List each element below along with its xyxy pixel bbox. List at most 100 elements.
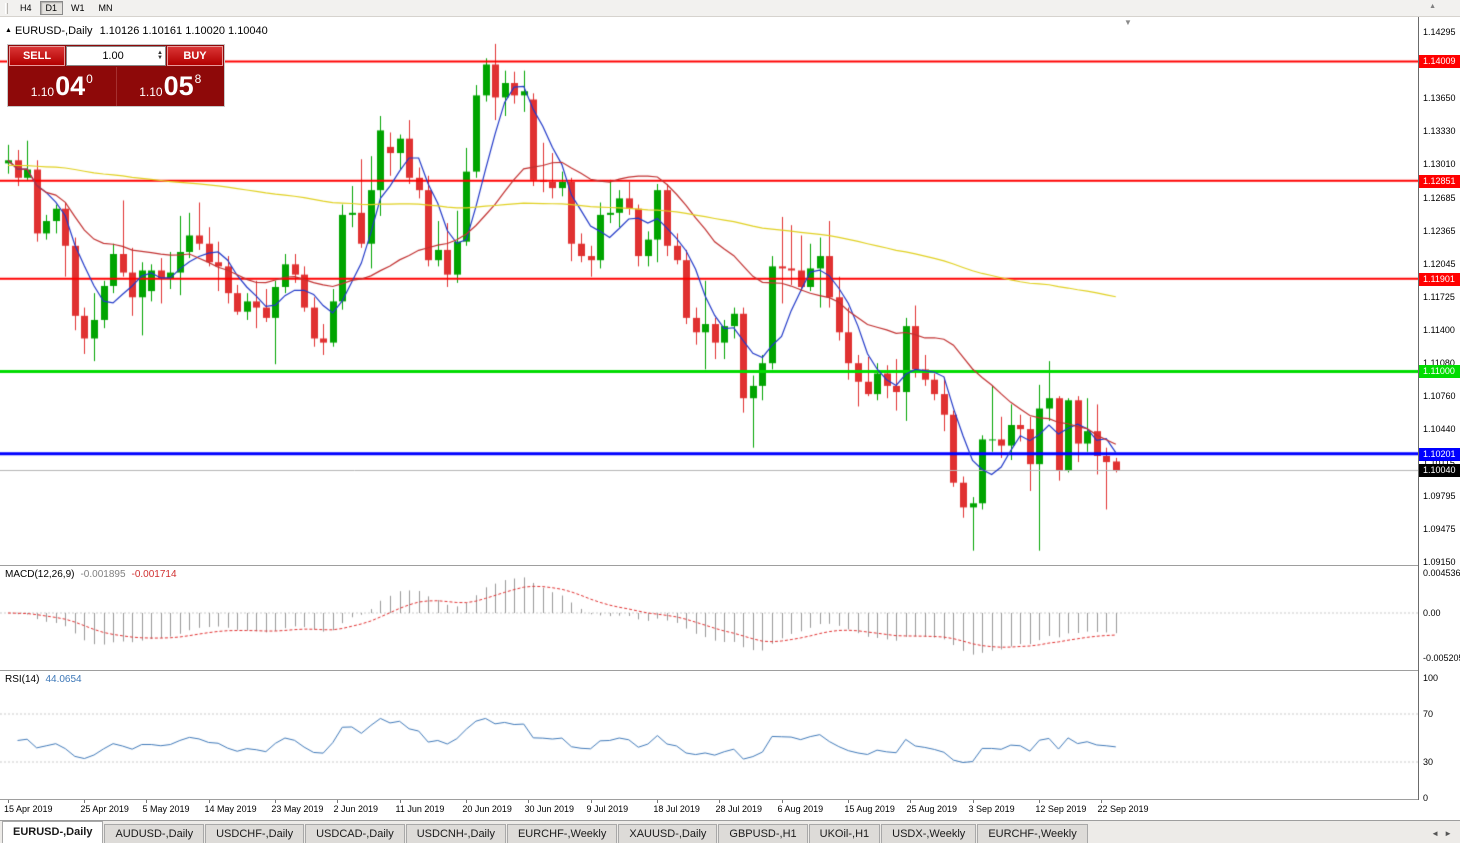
timeframe-button-h4[interactable]: H4	[14, 1, 38, 15]
price-scale-tick: 1.10760	[1423, 391, 1456, 402]
chart-tab-usdcnh-daily[interactable]: USDCNH-,Daily	[405, 824, 506, 843]
date-axis[interactable]: 15 Apr 2019 25 Apr 2019 5 May 2019 14 May 2…	[0, 800, 1418, 820]
toolbar-scroll-up-icon[interactable]: ▲	[1429, 3, 1436, 10]
hline-price-tag: 1.11000	[1419, 365, 1460, 379]
timeframe-button-mn[interactable]: MN	[93, 1, 119, 15]
date-axis-label: 15 Apr 2019	[4, 804, 53, 814]
date-axis-label: 30 Jun 2019	[524, 804, 575, 814]
price-scale-tick: 1.13330	[1423, 126, 1456, 137]
macd-scale-tick: 0.004536	[1423, 568, 1460, 579]
bid-price-display[interactable]: 1.10 04 0	[8, 67, 116, 106]
toolbar-grip	[5, 2, 8, 14]
date-axis-tick	[910, 800, 911, 803]
price-scale-tick: 1.10440	[1423, 424, 1456, 435]
chart-tab-eurchf-weekly[interactable]: EURCHF-,Weekly	[506, 824, 618, 843]
price-scale-tick: 1.13010	[1423, 159, 1456, 170]
date-axis-tick	[400, 800, 401, 803]
date-axis-label: 28 Jul 2019	[715, 804, 763, 814]
tab-scroll-right-icon[interactable]: ►	[1444, 829, 1452, 838]
rsi-scale-tick: 100	[1423, 673, 1439, 683]
date-axis-tick	[466, 800, 467, 803]
hline-price-tag: 1.11901	[1419, 272, 1460, 286]
bid-pip-digit: 0	[86, 72, 93, 86]
date-axis-tick	[848, 800, 849, 803]
price-scale-tick: 1.09795	[1423, 490, 1456, 501]
hline-price-tag: 1.12851	[1419, 174, 1460, 188]
ask-pip-digit: 8	[194, 72, 202, 86]
date-axis-tick	[1039, 800, 1040, 803]
price-scale-tick: 1.13650	[1423, 93, 1456, 104]
macd-main-value: -0.001895	[80, 569, 126, 580]
chart-tab-eurusd-daily[interactable]: EURUSD-,Daily	[2, 821, 104, 843]
collapse-panel-icon[interactable]: ▲	[5, 27, 12, 34]
price-scale-tick: 1.09475	[1423, 523, 1456, 534]
date-axis-tick	[275, 800, 276, 803]
ask-price-display[interactable]: 1.10 05 8	[115, 67, 225, 106]
macd-name: MACD(12,26,9)	[5, 569, 75, 580]
date-axis-tick	[528, 800, 529, 803]
macd-indicator-canvas[interactable]	[0, 566, 1418, 670]
date-axis-tick	[337, 800, 338, 803]
date-axis-tick	[84, 800, 85, 803]
chart-tab-usdcad-daily[interactable]: USDCAD-,Daily	[305, 824, 405, 843]
date-axis-label: 25 Aug 2019	[906, 804, 958, 814]
chart-tab-usdchf-daily[interactable]: USDCHF-,Daily	[205, 824, 305, 843]
bid-prefix: 1.10	[30, 85, 55, 99]
date-axis-label: 15 Aug 2019	[844, 804, 895, 814]
price-scale-tick: 1.10115	[1423, 457, 1455, 468]
price-scale-tick: 1.09150	[1423, 557, 1456, 567]
date-axis-tick	[8, 800, 9, 803]
date-axis-label: 11 Jun 2019	[395, 804, 445, 814]
price-scale-tick: 1.11080	[1423, 358, 1455, 369]
date-axis-tick	[657, 800, 658, 803]
volume-spinner[interactable]: ▲ ▼	[157, 50, 163, 61]
date-axis-label: 2 Jun 2019	[333, 804, 379, 814]
chart-shift-marker-icon[interactable]: ▼	[1124, 18, 1132, 27]
chart-tab-xauusd-daily[interactable]: XAUUSD-,Daily	[618, 824, 718, 843]
macd-signal-value: -0.001714	[131, 569, 177, 580]
date-axis-tick	[782, 800, 783, 803]
date-axis-label: 23 May 2019	[271, 804, 324, 814]
panel-separator[interactable]	[0, 670, 1460, 671]
timeframe-button-d1[interactable]: D1	[39, 1, 64, 15]
price-scale-tick: 1.12365	[1423, 225, 1456, 236]
rsi-indicator-canvas[interactable]	[0, 671, 1418, 799]
price-scale-separator	[1418, 17, 1419, 800]
date-axis-tick	[1101, 800, 1102, 803]
date-axis-label: 14 May 2019	[204, 804, 257, 814]
rsi-name: RSI(14)	[5, 674, 40, 685]
chart-ohlc-values: 1.10126 1.10161 1.10020 1.10040	[99, 25, 268, 37]
chart-symbol-period: EURUSD-,Daily	[14, 25, 93, 37]
chart-tab-eurchf-weekly[interactable]: EURCHF-,Weekly	[977, 824, 1088, 843]
date-axis-label: 3 Sep 2019	[968, 804, 1015, 814]
rsi-label: RSI(14) 44.0654	[5, 674, 82, 685]
rsi-scale-tick: 30	[1423, 757, 1434, 767]
macd-scale-tick: -0.005205	[1423, 653, 1460, 664]
hline-price-tag: 1.10201	[1419, 447, 1460, 461]
main-chart-canvas[interactable]	[0, 17, 1418, 565]
panel-separator[interactable]	[0, 565, 1460, 566]
price-scale-tick: 1.11400	[1423, 325, 1455, 336]
date-axis-label: 12 Sep 2019	[1035, 804, 1087, 814]
ask-big-digits: 05	[163, 71, 194, 101]
rsi-scale-tick: 70	[1423, 709, 1434, 719]
hline-price-tag: 1.14009	[1419, 55, 1460, 69]
volume-input[interactable]: 1.00 ▲ ▼	[66, 46, 166, 66]
spinner-down-icon[interactable]: ▼	[157, 55, 163, 61]
spinner-up-icon[interactable]: ▲	[157, 50, 163, 56]
price-scale[interactable]: 1.142951.139801.136501.133301.130101.126…	[1419, 17, 1460, 803]
date-axis-tick	[591, 800, 592, 803]
price-scale-tick: 1.12685	[1423, 192, 1456, 203]
chart-tab-audusd-daily[interactable]: AUDUSD-,Daily	[104, 824, 205, 843]
chart-tab-usdx-weekly[interactable]: USDX-,Weekly	[881, 824, 977, 843]
date-axis-label: 9 Jul 2019	[586, 804, 629, 814]
chart-tab-gbpusd-h1[interactable]: GBPUSD-,H1	[718, 824, 808, 843]
timeframe-button-w1[interactable]: W1	[65, 1, 91, 15]
tab-scroll-left-icon[interactable]: ◄	[1431, 829, 1440, 838]
date-axis-label: 22 Sep 2019	[1097, 804, 1149, 814]
buy-button[interactable]: BUY	[167, 46, 223, 66]
chart-tab-ukoil-h1[interactable]: UKOil-,H1	[808, 824, 881, 843]
price-scale-tick: 1.12045	[1423, 258, 1456, 269]
sell-button[interactable]: SELL	[9, 46, 65, 66]
